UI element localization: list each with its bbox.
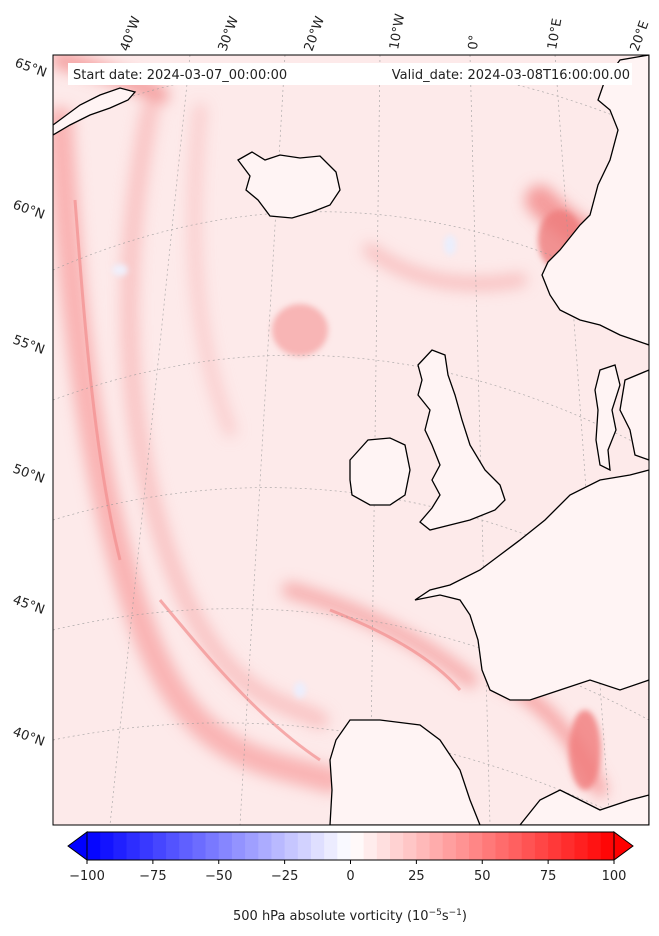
colorbar-segment xyxy=(521,832,536,860)
colorbar-label: 500 hPa absolute vorticity (10−5s−1) xyxy=(233,908,467,924)
lat-label-55n: 55°N xyxy=(11,333,47,358)
lat-label-60n: 60°N xyxy=(11,198,47,223)
colorbar-tick-label: −75 xyxy=(139,869,166,884)
lon-label-10w: 10°W xyxy=(387,13,408,51)
colorbar-tick-label: 0 xyxy=(346,869,354,884)
colorbar-segment xyxy=(548,832,562,860)
colorbar-segment xyxy=(87,832,101,860)
colorbar-tick-label: 100 xyxy=(602,869,627,884)
coastlines xyxy=(53,55,649,825)
colorbar-tick-label: 50 xyxy=(474,869,491,884)
colorbar-segment xyxy=(482,832,497,860)
colorbar-segment xyxy=(258,832,273,860)
colorbar-segment xyxy=(218,832,233,860)
vorticity-field xyxy=(53,55,649,825)
colorbar-segment xyxy=(350,832,365,860)
date-banner xyxy=(68,63,632,85)
colorbar-segment xyxy=(416,832,431,860)
colorbar-segment xyxy=(139,832,154,860)
colorbar-extend-max xyxy=(613,831,634,861)
lon-label-20w: 20°W xyxy=(302,14,328,53)
colorbar-segment xyxy=(245,832,259,860)
colorbar-segment xyxy=(587,832,602,860)
colorbar-segment xyxy=(166,832,180,860)
colorbar-segment xyxy=(363,832,378,860)
colorbar-tick-label: −100 xyxy=(69,869,105,884)
start-date-text: Start date: 2024-03-07_00:00:00 xyxy=(73,68,287,83)
lat-label-50n: 50°N xyxy=(11,462,47,487)
colorbar-segment xyxy=(376,832,391,860)
colorbar-segment xyxy=(534,832,549,860)
colorbar-segment xyxy=(403,832,417,860)
colorbar-segment xyxy=(324,832,338,860)
colorbar-segment xyxy=(271,832,286,860)
colorbar-segment xyxy=(284,832,299,860)
colorbar-segment xyxy=(390,832,404,860)
colorbar-extend-min xyxy=(67,831,88,861)
colorbar-segment xyxy=(455,832,470,860)
colorbar-segment xyxy=(126,832,141,860)
lon-label-20e: 20°E xyxy=(628,19,653,54)
colorbar-segment xyxy=(508,832,523,860)
lat-label-40n: 40°N xyxy=(11,725,47,750)
colorbar-segment xyxy=(152,832,167,860)
colorbar-segment xyxy=(495,832,510,860)
lat-label-65n: 65°N xyxy=(13,56,49,81)
colorbar-tick-label: −25 xyxy=(271,869,298,884)
colorbar-tick-label: 75 xyxy=(540,869,557,884)
colorbar-segment xyxy=(600,832,615,860)
colorbar-segment xyxy=(574,832,589,860)
colorbar-segment xyxy=(310,832,325,860)
colorbar-segment xyxy=(192,832,207,860)
colorbar-segment xyxy=(231,832,246,860)
map-background xyxy=(53,55,649,825)
colorbar-segment xyxy=(179,832,193,860)
colorbar-segment xyxy=(429,832,444,860)
colorbar-segment xyxy=(469,832,483,860)
lon-label-30w: 30°W xyxy=(216,14,242,53)
latitude-labels: 65°N 60°N 55°N 50°N 45°N 40°N xyxy=(11,56,49,750)
longitude-labels: 40°W 30°W 20°W 10°W 0° 10°E 20°E xyxy=(118,13,653,54)
colorbar: −100 −75 −50 −25 0 25 50 75 100 500 hPa absolute… xyxy=(67,831,634,924)
colorbar-segment xyxy=(337,832,352,860)
colorbar-segment xyxy=(100,832,114,860)
colorbar-segment xyxy=(113,832,128,860)
valid-date-text: Valid_date: 2024-03-08T16:00:00.00 xyxy=(392,68,630,83)
colorbar-segment xyxy=(297,832,312,860)
colorbar-segment xyxy=(561,832,576,860)
lon-label-40w: 40°W xyxy=(118,14,144,53)
lon-label-10e: 10°E xyxy=(545,17,565,50)
lat-label-45n: 45°N xyxy=(11,593,47,618)
map-frame xyxy=(52,54,650,826)
colorbar-tick-label: 25 xyxy=(408,869,425,884)
lon-label-0: 0° xyxy=(466,34,482,50)
colorbar-tick-label: −50 xyxy=(205,869,232,884)
colorbar-segment xyxy=(205,832,220,860)
colorbar-segment xyxy=(442,832,457,860)
